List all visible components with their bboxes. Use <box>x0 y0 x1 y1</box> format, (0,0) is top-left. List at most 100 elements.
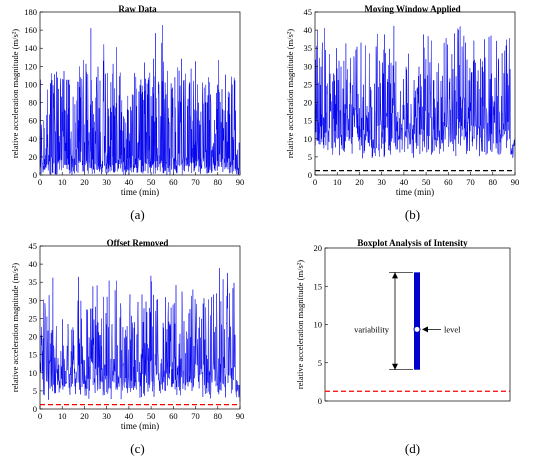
x-tick-label: 10 <box>333 177 342 187</box>
y-tick-label: 0 <box>33 404 37 414</box>
x-tick-label: 30 <box>377 177 386 187</box>
variability-label: variability <box>354 324 390 334</box>
x-tick-label: 20 <box>355 177 364 187</box>
y-axis-label: relative acceleration magnitude (m/s²) <box>10 29 20 158</box>
x-tick-label: 0 <box>38 411 42 421</box>
y-tick-label: 10 <box>314 320 323 330</box>
x-tick-label: 50 <box>422 177 431 187</box>
x-tick-label: 70 <box>191 411 200 421</box>
x-tick-label: 60 <box>169 177 178 187</box>
y-tick-label: 30 <box>304 61 313 71</box>
chart-c: 0 5 10 15 20 25 30 35 40 45 0 10 20 30 40 50 60 70 80 90 tim… <box>10 241 245 431</box>
arrow-head-top <box>392 272 398 279</box>
box <box>414 272 420 370</box>
y-tick-label: 20 <box>29 152 38 162</box>
y-tick-label: 35 <box>29 277 38 287</box>
caption-a: (a) <box>130 207 145 222</box>
x-tick-label: 10 <box>58 177 67 187</box>
x-tick-label: 40 <box>125 411 134 421</box>
x-tick-label: 40 <box>125 177 134 187</box>
y-tick-label: 5 <box>318 358 322 368</box>
y-tick-label: 20 <box>314 243 323 253</box>
plot-frame <box>314 11 516 176</box>
y-tick-label: 15 <box>314 281 323 291</box>
x-axis-label: time (min) <box>121 187 159 197</box>
chart-d: 0 5 10 15 20 relative acceleration magnitude … <box>295 243 511 406</box>
y-tick-label: 40 <box>304 25 313 35</box>
chart-b: 0 5 10 15 20 25 30 35 40 45 0 10 20 30 40 50 60 70 80 90 tim… <box>285 7 520 197</box>
y-tick-label: 40 <box>29 134 38 144</box>
level-label: level <box>444 324 461 334</box>
y-tick-label: 45 <box>304 7 313 17</box>
y-tick-label: 40 <box>29 259 38 269</box>
x-tick-label: 80 <box>214 411 223 421</box>
x-tick-label: 20 <box>80 177 89 187</box>
y-tick-label: 25 <box>29 313 38 323</box>
x-tick-label: 80 <box>214 177 223 187</box>
chart-title: Boxplot Analysis of Intensity <box>357 238 468 248</box>
x-tick-label: 60 <box>169 411 178 421</box>
x-tick-label: 50 <box>147 177 156 187</box>
series-line <box>39 24 241 176</box>
y-tick-label: 0 <box>308 170 312 180</box>
y-tick-label: 5 <box>33 386 37 396</box>
chart-a: 0 20 40 60 80 100 120 140 160 180 0 10 20 30 40 50 60 70 8… <box>10 7 245 197</box>
x-tick-label: 0 <box>313 177 317 187</box>
x-tick-label: 90 <box>236 411 245 421</box>
y-tick-label: 15 <box>304 116 313 126</box>
panel-a: Raw Data 0 20 40 60 80 100 120 140 160 180 0 10 20 30… <box>0 0 275 234</box>
y-tick-label: 35 <box>304 43 313 53</box>
panel-b: Moving Window Applied 0 5 10 15 20 25 30 35 40 45… <box>275 0 550 234</box>
x-tick-label: 70 <box>466 177 475 187</box>
x-tick-label: 70 <box>191 177 200 187</box>
y-tick-label: 10 <box>304 134 313 144</box>
caption-b: (b) <box>404 207 421 222</box>
y-tick-label: 120 <box>24 61 37 71</box>
x-tick-label: 60 <box>444 177 453 187</box>
x-tick-label: 30 <box>102 177 111 187</box>
y-tick-label: 0 <box>318 396 322 406</box>
y-tick-label: 10 <box>29 368 38 378</box>
chart-title: Raw Data <box>118 4 157 14</box>
plot-frame <box>39 245 241 410</box>
chart-title: Moving Window Applied <box>364 4 461 14</box>
y-axis-label: relative acceleration magnitude (m/s²) <box>10 263 20 392</box>
x-axis-label: time (min) <box>121 421 159 431</box>
x-tick-label: 90 <box>511 177 520 187</box>
panel-c: Offset Removed 0 5 10 15 20 25 30 35 40 45 0 10 20 30… <box>0 234 275 468</box>
x-tick-label: 80 <box>489 177 498 187</box>
series-line <box>314 25 516 159</box>
x-axis-label: time (min) <box>396 187 434 197</box>
x-tick-label: 30 <box>102 411 111 421</box>
median-marker <box>413 325 421 333</box>
y-tick-label: 15 <box>29 350 38 360</box>
y-tick-label: 5 <box>308 152 312 162</box>
x-tick-label: 10 <box>58 411 67 421</box>
y-tick-label: 20 <box>304 98 313 108</box>
y-tick-label: 0 <box>33 170 37 180</box>
y-tick-label: 180 <box>24 7 37 17</box>
x-tick-label: 90 <box>236 177 245 187</box>
y-tick-label: 100 <box>24 79 37 89</box>
x-tick-label: 20 <box>80 411 89 421</box>
y-tick-label: 20 <box>29 332 38 342</box>
level-arrow-head <box>422 326 428 333</box>
chart-title: Offset Removed <box>106 238 169 248</box>
y-tick-label: 60 <box>29 116 38 126</box>
x-tick-label: 40 <box>400 177 409 187</box>
plot-frame <box>39 11 241 176</box>
y-axis-label: relative acceleration magnitude (m/s²) <box>285 29 295 158</box>
y-axis-label: relative acceleration magnitude (m/s²) <box>295 260 305 389</box>
y-tick-label: 30 <box>29 295 38 305</box>
y-tick-label: 80 <box>29 98 38 108</box>
arrow-head-bottom <box>392 363 398 370</box>
y-tick-label: 160 <box>24 25 37 35</box>
x-tick-label: 0 <box>38 177 42 187</box>
y-tick-label: 140 <box>24 43 37 53</box>
x-tick-label: 50 <box>147 411 156 421</box>
caption-c: (c) <box>130 441 145 456</box>
y-tick-label: 45 <box>29 241 38 251</box>
caption-d: (d) <box>404 441 421 456</box>
series-line <box>39 267 241 402</box>
y-tick-label: 25 <box>304 79 313 89</box>
